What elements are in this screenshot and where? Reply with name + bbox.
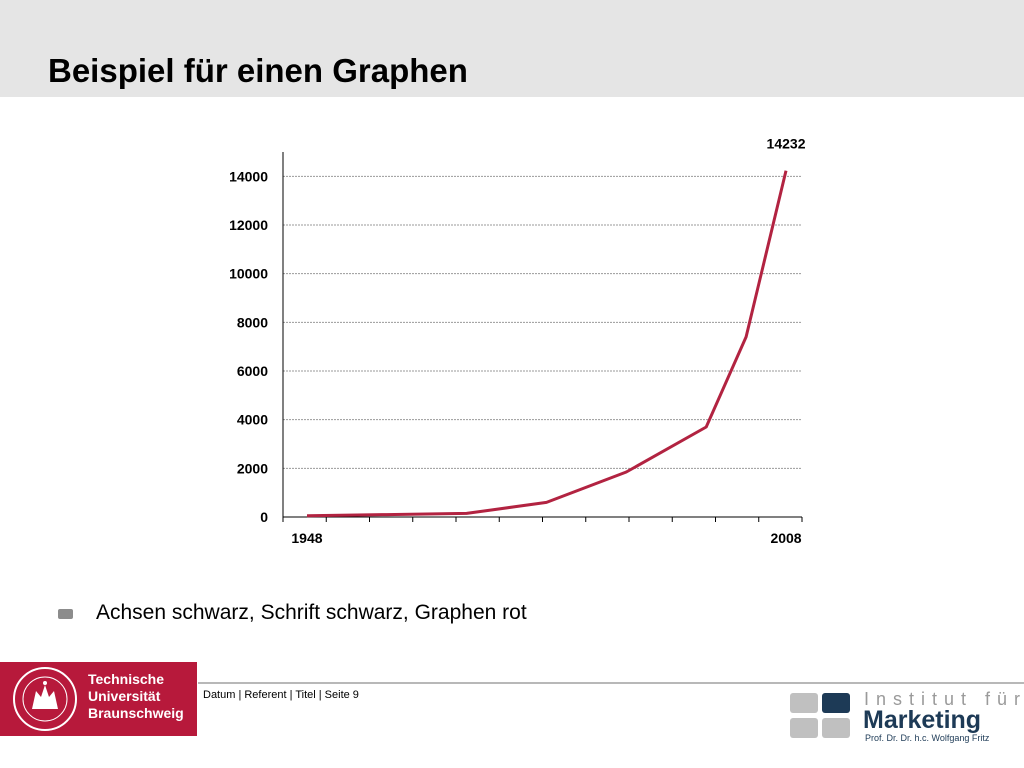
tu-name-line-1: Technische (88, 671, 164, 687)
y-tick-label: 12000 (229, 217, 268, 233)
y-tick-label: 0 (260, 509, 268, 525)
y-tick-label: 10000 (229, 266, 268, 282)
tu-seal-icon (13, 667, 77, 731)
x-tick-label: 2008 (770, 530, 801, 546)
tu-braunschweig-logo: Technische Universität Braunschweig (0, 662, 197, 736)
y-tick-label: 2000 (237, 460, 268, 476)
series-line (306, 170, 788, 518)
data-label: 14232 (767, 136, 806, 152)
footer-text: Datum | Referent | Titel | Seite 9 (203, 689, 359, 701)
marketing-label: Marketing (863, 706, 982, 734)
slide-title: Beispiel für einen Graphen (48, 52, 468, 89)
y-tick-label: 6000 (237, 363, 268, 379)
y-tick-label: 8000 (237, 314, 268, 330)
x-tick-label: 1948 (291, 530, 322, 546)
tu-name-line-3: Braunschweig (88, 705, 184, 721)
header-bar (0, 0, 1024, 97)
institut-label: Institut für (864, 689, 1024, 709)
tu-name-line-2: Universität (88, 688, 161, 704)
institut-grid-icon (790, 693, 856, 743)
bullet-text: Achsen schwarz, Schrift schwarz, Graphen… (96, 601, 527, 624)
footer-divider (198, 682, 1024, 684)
prof-label: Prof. Dr. Dr. h.c. Wolfgang Fritz (865, 733, 990, 743)
y-tick-label: 14000 (229, 168, 268, 184)
tu-name: Technische Universität Braunschweig (88, 671, 184, 722)
y-tick-label: 4000 (237, 412, 268, 428)
bullet-marker-icon (58, 609, 73, 619)
